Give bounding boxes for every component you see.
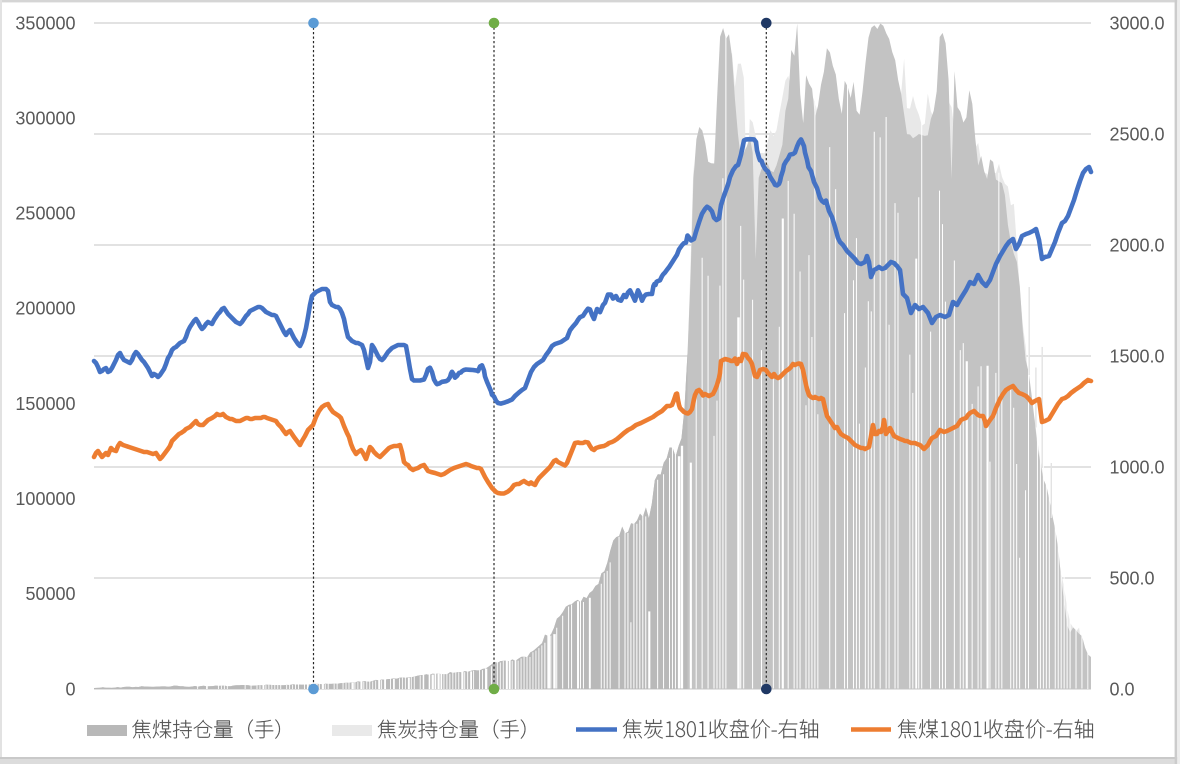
svg-text:2500.0: 2500.0 <box>1110 124 1165 144</box>
svg-text:350000: 350000 <box>15 13 75 33</box>
svg-text:1500.0: 1500.0 <box>1110 346 1165 366</box>
svg-text:300000: 300000 <box>15 108 75 128</box>
svg-text:100000: 100000 <box>15 489 75 509</box>
svg-text:250000: 250000 <box>15 204 75 224</box>
svg-text:500.0: 500.0 <box>1110 568 1155 588</box>
svg-text:50000: 50000 <box>25 584 75 604</box>
svg-text:200000: 200000 <box>15 299 75 319</box>
svg-text:0: 0 <box>65 679 75 699</box>
svg-text:1000.0: 1000.0 <box>1110 457 1165 477</box>
svg-text:3000.0: 3000.0 <box>1110 13 1165 33</box>
svg-text:150000: 150000 <box>15 394 75 414</box>
svg-text:2000.0: 2000.0 <box>1110 235 1165 255</box>
svg-text:0.0: 0.0 <box>1110 679 1135 699</box>
